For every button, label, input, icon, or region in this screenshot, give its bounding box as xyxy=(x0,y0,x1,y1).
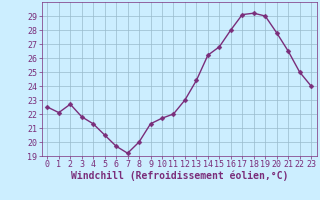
X-axis label: Windchill (Refroidissement éolien,°C): Windchill (Refroidissement éolien,°C) xyxy=(70,171,288,181)
